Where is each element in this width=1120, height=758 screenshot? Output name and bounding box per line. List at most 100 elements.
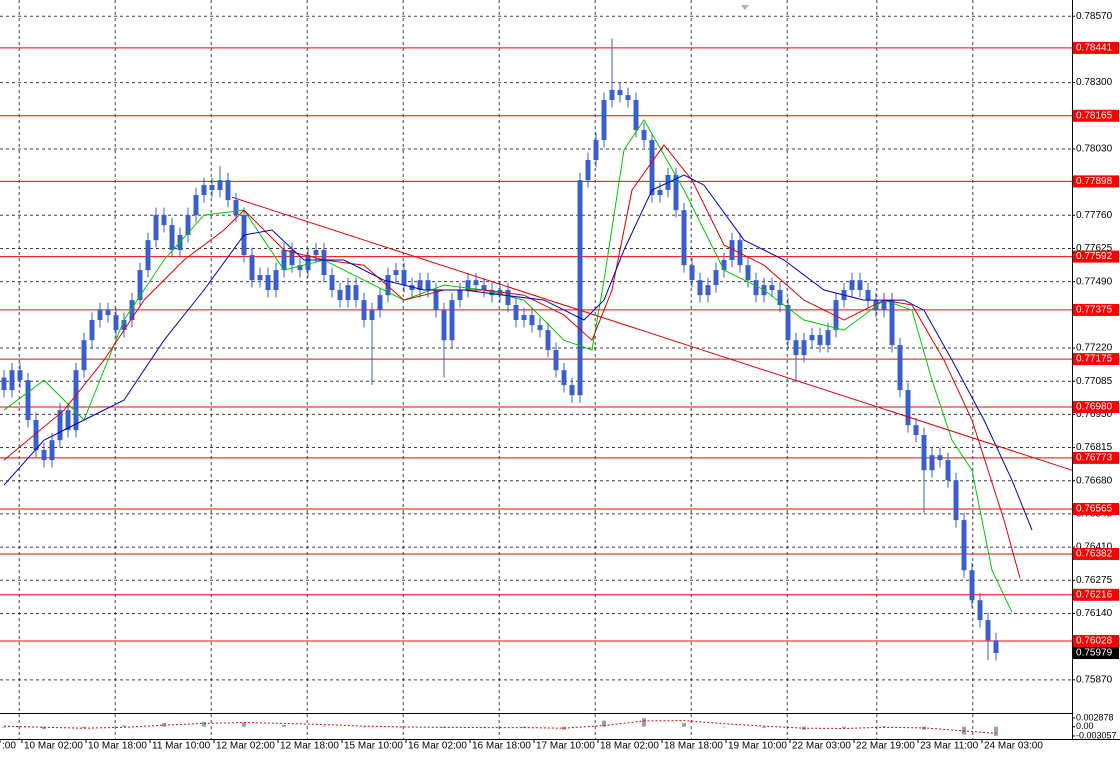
level-label-bg [1073, 41, 1119, 54]
candle-body [369, 310, 375, 321]
candle-body [769, 285, 775, 291]
candle-body [41, 450, 47, 461]
candle-body [361, 300, 367, 321]
indicator-tick-label: -0.003057 [1076, 730, 1117, 740]
candle-body [473, 280, 479, 286]
candle-body [137, 270, 143, 301]
candle-body [809, 334, 815, 341]
candle-body [617, 89, 623, 96]
candle-body [393, 270, 399, 276]
candle-body [1, 377, 7, 391]
indicator-tick-label: 0.00 [1076, 721, 1094, 731]
candle-body [825, 330, 831, 346]
candle-body [489, 290, 495, 296]
candle-body [449, 300, 455, 341]
candle-body [25, 380, 31, 421]
histogram-bar [242, 722, 246, 727]
level-label: 0.78165 [1076, 110, 1113, 121]
moving-average [3, 174, 1033, 531]
y-tick-label: 0.77760 [1076, 210, 1113, 221]
candle-body [257, 275, 263, 281]
candle-body [249, 255, 255, 281]
candle-body [97, 310, 103, 321]
x-tick-label: 12 Mar 18:00 [280, 741, 339, 752]
level-label: 0.76980 [1076, 402, 1113, 413]
level-label-bg [1073, 353, 1119, 366]
candle-body [49, 440, 55, 461]
candle-body [561, 370, 567, 386]
candle-body [417, 280, 423, 291]
candle-body [529, 315, 535, 326]
candle-body [785, 305, 791, 341]
candle-body [481, 285, 487, 291]
level-label-bg [1073, 503, 1119, 516]
candle-body [697, 280, 703, 296]
candle-body [577, 180, 583, 396]
level-label-bg [1073, 303, 1119, 316]
x-tick-label: 18 Mar 02:00 [600, 741, 659, 752]
candle-body [649, 140, 655, 196]
level-label: 0.78441 [1076, 43, 1113, 54]
candle-body [801, 340, 807, 356]
candle-body [865, 290, 871, 301]
candle-body [17, 370, 23, 381]
candle-body [465, 280, 471, 291]
candle-body [377, 295, 383, 311]
x-tick-label: 23 Mar 11:00 [920, 741, 979, 752]
candle-body [705, 285, 711, 296]
candle-body [401, 270, 407, 286]
x-tick-label: 18 Mar 18:00 [664, 741, 723, 752]
candle-body [33, 420, 39, 451]
candle-body [297, 265, 303, 271]
candle-body [73, 370, 79, 431]
candle-body [849, 280, 855, 291]
candle-body [265, 275, 271, 291]
candle-body [721, 260, 727, 271]
candle-body [521, 315, 527, 321]
histogram-bar [722, 726, 726, 728]
candle-body [433, 290, 439, 311]
candle-body [233, 200, 239, 216]
y-tick-label: 0.75870 [1076, 674, 1113, 685]
candle-body [609, 89, 615, 101]
candle-body [161, 215, 167, 226]
histogram-bar [682, 723, 686, 727]
level-label-bg [1073, 175, 1119, 188]
x-tick-label: 12 Mar 02:00 [216, 741, 275, 752]
y-tick-label: 0.78030 [1076, 144, 1113, 155]
candle-body [65, 410, 71, 431]
y-tick-label: 0.78300 [1076, 77, 1113, 88]
y-tick-label: 0.76680 [1076, 475, 1113, 486]
candle-body [9, 370, 15, 391]
candle-body [673, 174, 679, 211]
candle-body [105, 310, 111, 316]
indicator-tick-label: 0.002878 [1076, 712, 1114, 722]
x-tick-label: 22 Mar 03:00 [792, 741, 851, 752]
candle-body [497, 290, 503, 296]
candle-body [729, 240, 735, 261]
candle-body [593, 140, 599, 161]
candle-body [89, 320, 95, 341]
level-label: 0.77898 [1076, 176, 1113, 187]
histogram-bar [82, 726, 86, 728]
level-label-bg [1073, 109, 1119, 122]
level-label: 0.77175 [1076, 354, 1113, 365]
shift-marker [741, 5, 749, 10]
candle-body [897, 345, 903, 391]
y-tick-label: 0.76275 [1076, 575, 1113, 586]
candle-body [281, 249, 287, 271]
level-label-bg [1073, 588, 1119, 601]
histogram-bar [362, 726, 366, 728]
candle-body [753, 280, 759, 296]
candle-body [273, 270, 279, 291]
candle-body [833, 300, 839, 331]
level-label-bg [1073, 401, 1119, 414]
histogram-bar [882, 726, 886, 727]
candle-body [921, 435, 927, 471]
y-tick-label: 0.76950 [1076, 409, 1113, 420]
candle-body [969, 570, 975, 601]
candle-body [681, 210, 687, 266]
candle-body [569, 385, 575, 396]
y-tick-label: 0.76815 [1076, 442, 1113, 453]
